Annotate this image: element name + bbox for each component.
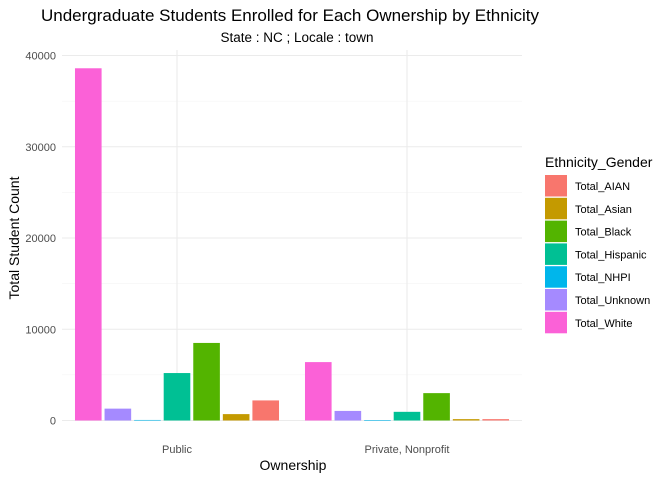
y-tick-label: 0 (50, 416, 56, 428)
plot-grid (62, 50, 522, 422)
x-axis-ticks: Public Private, Nonprofit (162, 444, 449, 456)
legend: Ethnicity_Gender Total_AIAN Total_Asian To… (545, 154, 653, 334)
bar-total-nhpi (134, 419, 161, 421)
legend-swatch (545, 311, 567, 334)
bar-total-asian (452, 419, 480, 421)
bar-total-white (74, 68, 102, 421)
x-axis-title: Ownership (260, 457, 327, 473)
legend-label: Total_NHPI (575, 272, 631, 284)
bar-total-asian (222, 414, 250, 421)
chart-subtitle: State : NC ; Locale : town (220, 30, 373, 45)
legend-label: Total_Black (575, 227, 632, 239)
bar-total-unknown (104, 408, 132, 421)
x-tick-label: Private, Nonprofit (365, 444, 450, 456)
legend-swatch (545, 243, 567, 265)
legend-title: Ethnicity_Gender (545, 154, 653, 170)
y-tick-label: 10000 (25, 324, 56, 336)
legend-label: Total_AIAN (575, 181, 630, 193)
y-tick-label: 30000 (25, 142, 56, 154)
bar-total-hispanic (393, 411, 421, 421)
y-axis-ticks: 0 10000 20000 30000 40000 (25, 51, 56, 428)
y-axis-title: Total Student Count (6, 176, 22, 299)
bar-total-black (423, 393, 450, 421)
legend-label: Total_Asian (575, 204, 632, 216)
bar-total-aian (252, 400, 280, 421)
bar-total-white (304, 362, 332, 421)
y-tick-label: 40000 (25, 51, 56, 63)
y-tick-label: 20000 (25, 233, 56, 245)
legend-swatch (545, 175, 567, 197)
legend-swatch (545, 220, 567, 243)
legend-swatch (545, 266, 567, 288)
bar-total-aian (482, 419, 510, 421)
legend-swatch (545, 289, 567, 311)
bar-total-nhpi (364, 420, 391, 421)
bar-total-black (193, 342, 220, 421)
bar-total-hispanic (163, 373, 191, 421)
legend-swatch (545, 197, 567, 220)
x-tick-label: Public (162, 444, 192, 456)
chart-title: Undergraduate Students Enrolled for Each… (41, 6, 539, 25)
legend-label: Total_White (575, 318, 632, 330)
legend-label: Total_Unknown (575, 295, 650, 307)
bar-total-unknown (334, 410, 362, 421)
legend-label: Total_Hispanic (575, 249, 647, 261)
bar-group (74, 68, 510, 421)
